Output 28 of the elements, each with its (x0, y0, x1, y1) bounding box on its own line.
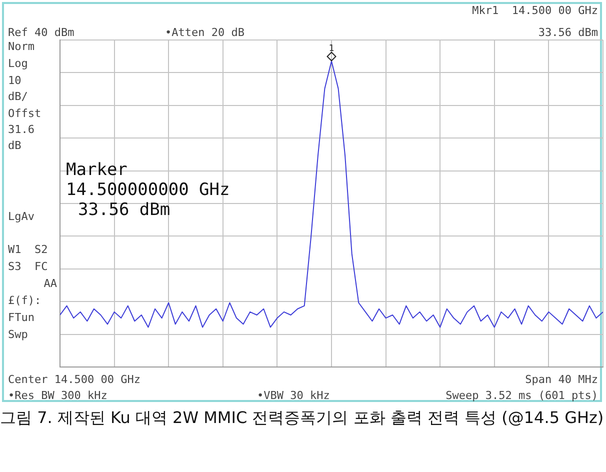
text: Span 40 MHz (525, 373, 598, 386)
text: Ref 40 dBm (8, 26, 74, 39)
text: Mkr1 14.500 00 GHz (472, 4, 598, 17)
annotation: Marker (66, 160, 128, 180)
annotation: 33.56 dBm (78, 200, 170, 220)
text: S3 FC (8, 260, 48, 273)
text: •VBW 30 kHz (257, 389, 330, 402)
text: Swp (8, 328, 28, 341)
text: W1 S2 (8, 243, 48, 256)
text: dB (8, 139, 22, 152)
text: Center 14.500 00 GHz (8, 373, 140, 386)
text: FTun (8, 311, 34, 324)
text: AA (44, 277, 57, 290)
annotation: 1 (328, 44, 334, 54)
text: •Res BW 300 kHz (8, 389, 108, 402)
text: £(f): (8, 294, 42, 307)
text: Norm (8, 40, 34, 53)
text: Offst (8, 107, 42, 120)
text: 33.56 dBm (538, 26, 598, 39)
text: 10 (8, 74, 22, 87)
text: Sweep 3.52 ms (601 pts) (446, 389, 598, 402)
text: LgAv (8, 210, 34, 223)
caption: 그림 7. 제작된 Ku 대역 2W MMIC 전력증폭기의 포화 출력 전력 특성 (@14.5 GHz) (0, 407, 604, 429)
text: Log (8, 57, 28, 70)
text: dB/ (8, 90, 28, 103)
annotation: 14.500000000 GHz (66, 180, 230, 200)
text: •Atten 20 dB (165, 26, 244, 39)
text: 31.6 (8, 123, 34, 136)
